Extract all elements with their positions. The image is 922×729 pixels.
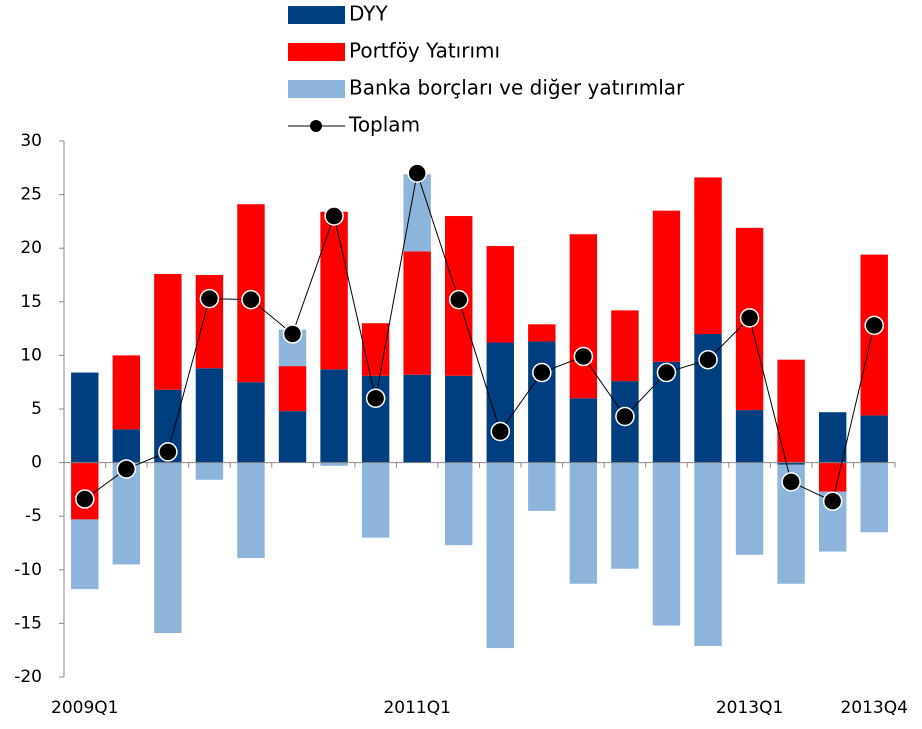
- marker: [656, 362, 677, 383]
- bar: [694, 462, 722, 646]
- y-tick-label: -10: [14, 560, 42, 580]
- bar: [195, 368, 224, 463]
- bar: [860, 462, 888, 533]
- legend-marker: [310, 120, 322, 132]
- marker: [116, 459, 137, 479]
- bar: [569, 398, 598, 463]
- bar: [694, 177, 722, 334]
- marker: [282, 324, 303, 344]
- bar: [652, 462, 681, 626]
- legend-label: Banka borçları ve diğer yatırımlar: [349, 76, 685, 100]
- marker: [365, 388, 386, 409]
- legend-swatch: [288, 80, 345, 98]
- x-tick-label: 2009Q1: [51, 698, 118, 718]
- marker: [490, 421, 511, 442]
- bar: [569, 234, 598, 399]
- bar: [112, 429, 141, 463]
- marker: [532, 362, 552, 383]
- bar: [860, 415, 888, 463]
- y-tick-label: -20: [14, 667, 42, 687]
- bar: [237, 462, 265, 559]
- bar: [71, 519, 99, 590]
- bar: [154, 273, 182, 390]
- marker: [864, 315, 884, 336]
- marker: [822, 491, 843, 511]
- y-tick-label: 15: [20, 292, 42, 312]
- bar: [569, 462, 598, 584]
- marker: [573, 346, 594, 367]
- bar: [486, 246, 514, 343]
- bar: [278, 411, 307, 463]
- marker: [698, 349, 718, 370]
- bar: [445, 375, 473, 463]
- bar: [237, 382, 265, 463]
- bar: [735, 410, 764, 463]
- marker: [448, 289, 469, 310]
- y-tick-label: 5: [31, 399, 42, 419]
- marker: [407, 163, 427, 183]
- bar: [652, 210, 681, 362]
- y-tick-label: 0: [31, 453, 42, 473]
- legend-label: Portföy Yatırımı: [349, 39, 500, 63]
- bar: [611, 310, 639, 382]
- bar: [528, 462, 556, 511]
- y-tick-label: 25: [20, 185, 42, 205]
- bar: [818, 462, 847, 492]
- marker: [781, 472, 801, 492]
- bar: [445, 462, 473, 546]
- marker: [199, 288, 220, 309]
- marker: [75, 489, 95, 509]
- bar: [71, 372, 99, 463]
- legend-label: Toplam: [348, 113, 420, 137]
- marker: [324, 206, 344, 226]
- bar: [611, 462, 639, 569]
- bar: [154, 462, 182, 634]
- marker: [158, 442, 178, 462]
- y-tick-label: 10: [20, 345, 42, 365]
- x-tick-label: 2013Q4: [840, 698, 907, 718]
- bar: [320, 369, 348, 463]
- bar: [320, 211, 348, 370]
- bar: [403, 251, 431, 375]
- bar: [818, 412, 847, 463]
- y-tick-label: -15: [14, 613, 42, 633]
- bar: [528, 341, 556, 463]
- marker: [615, 406, 635, 427]
- bar: [403, 174, 431, 252]
- bar: [195, 462, 224, 480]
- marker: [241, 289, 261, 310]
- bar: [528, 324, 556, 342]
- x-tick-label: 2013Q1: [716, 698, 783, 718]
- y-tick-label: 30: [20, 131, 42, 151]
- legend-swatch: [288, 43, 345, 61]
- bar: [278, 366, 307, 412]
- bar: [777, 359, 805, 463]
- legend-label: DYY: [349, 2, 389, 26]
- bar: [361, 462, 390, 538]
- bar: [735, 462, 764, 555]
- legend-swatch: [288, 6, 345, 24]
- bar: [486, 462, 514, 649]
- bar: [320, 462, 348, 466]
- bar: [112, 355, 141, 430]
- y-tick-label: -5: [25, 506, 42, 526]
- y-tick-label: 20: [20, 238, 42, 258]
- bar: [403, 374, 431, 463]
- bar: [777, 462, 805, 465]
- x-tick-label: 2011Q1: [383, 698, 450, 718]
- marker: [739, 308, 760, 328]
- bar: [112, 462, 141, 565]
- bar: [361, 323, 390, 376]
